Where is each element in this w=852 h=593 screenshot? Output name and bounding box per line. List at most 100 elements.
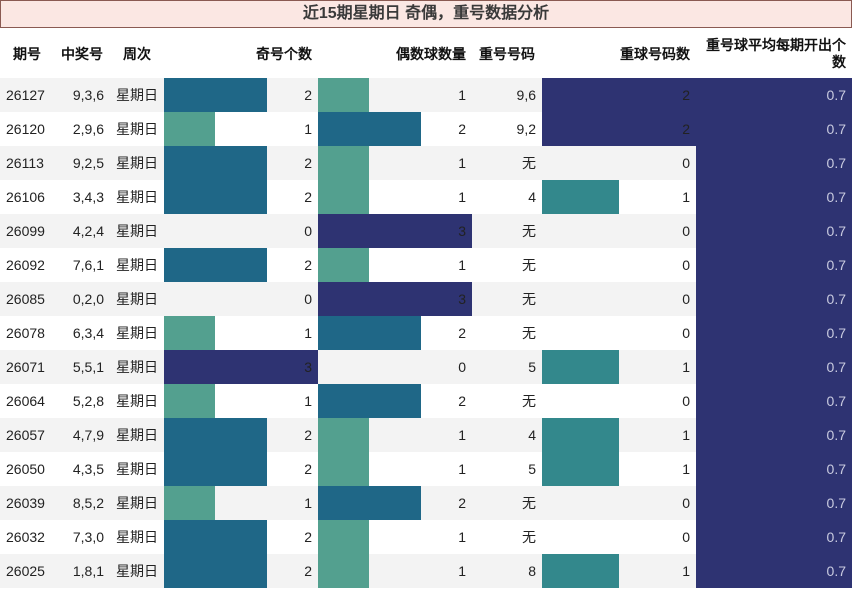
repeat-count-cell: 2 [542, 112, 696, 146]
repeat-count-cell: 1 [542, 452, 696, 486]
weekday-cell: 星期日 [110, 418, 164, 452]
repeat-numbers-cell: 无 [472, 316, 542, 350]
repeat-count-value: 0 [682, 325, 690, 341]
repeat-numbers-cell: 无 [472, 520, 542, 554]
repeat-avg-cell: 0.7 [696, 452, 852, 486]
odd-count-bar [164, 520, 267, 554]
repeat-count-value: 0 [682, 393, 690, 409]
repeat-avg-cell: 0.7 [696, 146, 852, 180]
repeat-numbers-cell: 8 [472, 554, 542, 588]
even-count-bar [318, 78, 370, 112]
period-cell: 26039 [0, 486, 54, 520]
even-count-cell: 2 [318, 384, 472, 418]
repeat-numbers-cell: 9,6 [472, 78, 542, 112]
odd-count-cell: 2 [164, 248, 318, 282]
repeat-count-value: 0 [682, 257, 690, 273]
numbers-cell: 2,9,6 [54, 112, 110, 146]
repeat-numbers-cell: 5 [472, 452, 542, 486]
even-count-cell: 1 [318, 418, 472, 452]
odd-count-cell: 1 [164, 316, 318, 350]
repeat-count-value: 1 [682, 189, 690, 205]
even-count-value: 1 [458, 529, 466, 545]
table-row: 26106 3,4,3 星期日 2 1 4 1 0.7 [0, 180, 852, 214]
repeat-avg-cell: 0.7 [696, 248, 852, 282]
even-count-bar [318, 282, 472, 316]
header-repeat-count: 重球号码数 [620, 45, 690, 62]
odd-count-value: 1 [304, 121, 312, 137]
table-row: 26039 8,5,2 星期日 1 2 无 0 0.7 [0, 486, 852, 520]
even-count-value: 3 [458, 223, 466, 239]
numbers-cell: 4,7,9 [54, 418, 110, 452]
repeat-avg-cell: 0.7 [696, 282, 852, 316]
weekday-cell: 星期日 [110, 316, 164, 350]
table-row: 26071 5,5,1 星期日 3 0 5 1 0.7 [0, 350, 852, 384]
lottery-analysis-table: 期号 中奖号 周次 奇号个数 偶数球数量 重号号码 重球号码数 重号球平均每期开… [0, 30, 852, 588]
header-repeat-numbers: 重号号码 [479, 45, 535, 62]
period-cell: 26113 [0, 146, 54, 180]
period-cell: 26050 [0, 452, 54, 486]
odd-count-bar [164, 112, 216, 146]
period-cell: 26085 [0, 282, 54, 316]
table-row: 26120 2,9,6 星期日 1 2 9,2 2 0.7 [0, 112, 852, 146]
even-count-bar [318, 554, 370, 588]
table-row: 26092 7,6,1 星期日 2 1 无 0 0.7 [0, 248, 852, 282]
even-count-value: 1 [458, 189, 466, 205]
odd-count-cell: 2 [164, 78, 318, 112]
repeat-count-value: 0 [682, 495, 690, 511]
odd-count-cell: 2 [164, 520, 318, 554]
odd-count-value: 2 [304, 529, 312, 545]
repeat-count-cell: 0 [542, 520, 696, 554]
odd-count-value: 2 [304, 563, 312, 579]
repeat-count-cell: 0 [542, 282, 696, 316]
header-numbers: 中奖号 [61, 45, 103, 62]
even-count-cell: 1 [318, 248, 472, 282]
even-count-cell: 1 [318, 146, 472, 180]
odd-count-value: 1 [304, 393, 312, 409]
period-cell: 26071 [0, 350, 54, 384]
repeat-numbers-cell: 9,2 [472, 112, 542, 146]
period-cell: 26127 [0, 78, 54, 112]
odd-count-value: 0 [304, 223, 312, 239]
even-count-value: 1 [458, 87, 466, 103]
odd-count-bar [164, 78, 267, 112]
weekday-cell: 星期日 [110, 112, 164, 146]
repeat-count-value: 1 [682, 461, 690, 477]
table-row: 26127 9,3,6 星期日 2 1 9,6 2 0.7 [0, 78, 852, 112]
even-count-bar [318, 146, 370, 180]
odd-count-value: 2 [304, 155, 312, 171]
odd-count-bar [164, 486, 216, 520]
repeat-count-value: 0 [682, 155, 690, 171]
repeat-count-cell: 0 [542, 214, 696, 248]
repeat-count-cell: 1 [542, 350, 696, 384]
numbers-cell: 1,8,1 [54, 554, 110, 588]
header-period: 期号 [13, 45, 41, 62]
period-cell: 26078 [0, 316, 54, 350]
numbers-cell: 9,2,5 [54, 146, 110, 180]
numbers-cell: 5,2,8 [54, 384, 110, 418]
odd-count-value: 0 [304, 291, 312, 307]
repeat-count-value: 1 [682, 563, 690, 579]
even-count-bar [318, 384, 421, 418]
header-odd-count: 奇号个数 [256, 45, 312, 62]
weekday-cell: 星期日 [110, 520, 164, 554]
odd-count-value: 2 [304, 87, 312, 103]
weekday-cell: 星期日 [110, 180, 164, 214]
repeat-avg-cell: 0.7 [696, 384, 852, 418]
odd-count-bar [164, 384, 216, 418]
repeat-count-cell: 1 [542, 554, 696, 588]
odd-count-cell: 0 [164, 282, 318, 316]
odd-count-cell: 2 [164, 452, 318, 486]
odd-count-cell: 1 [164, 112, 318, 146]
repeat-numbers-cell: 无 [472, 214, 542, 248]
table-row: 26032 7,3,0 星期日 2 1 无 0 0.7 [0, 520, 852, 554]
even-count-bar [318, 452, 370, 486]
even-count-value: 2 [458, 121, 466, 137]
weekday-cell: 星期日 [110, 350, 164, 384]
even-count-value: 2 [458, 325, 466, 341]
period-cell: 26099 [0, 214, 54, 248]
numbers-cell: 4,2,4 [54, 214, 110, 248]
even-count-cell: 2 [318, 316, 472, 350]
numbers-cell: 0,2,0 [54, 282, 110, 316]
odd-count-bar [164, 452, 267, 486]
even-count-cell: 0 [318, 350, 472, 384]
